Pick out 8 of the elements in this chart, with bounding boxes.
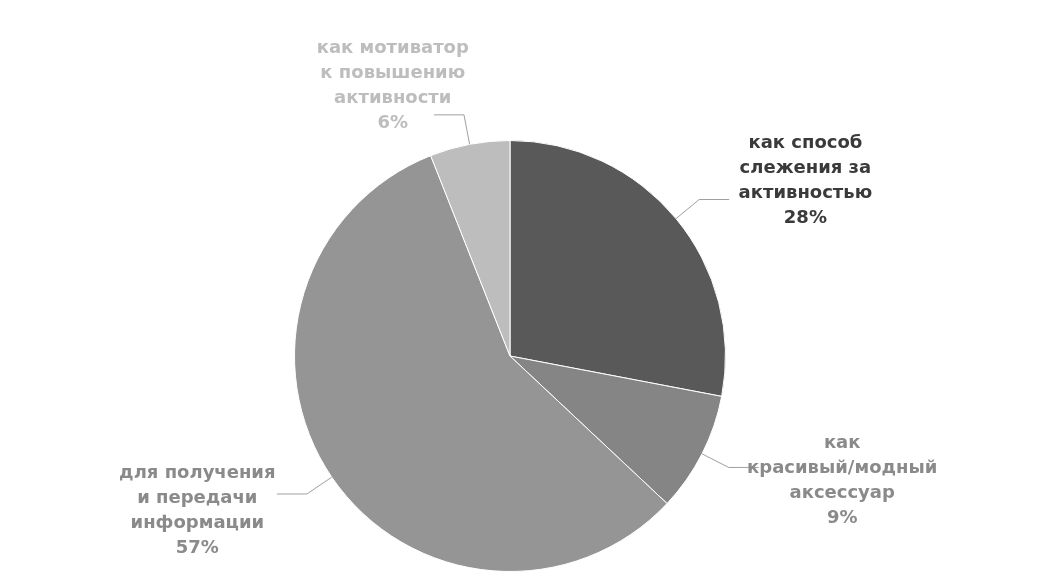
data-label: 9% [826,506,858,528]
slice-label: как способ слежения за активностью [738,130,873,202]
data-label: 6% [377,110,409,132]
slice-label: как красивый/модный аксессуар [747,431,938,503]
slice-label: как мотиватор к повышению активности [316,35,469,107]
data-label: 28% [783,205,827,227]
slice-label: для получения и передачи информации [119,461,276,533]
data-label: 57% [175,536,219,558]
